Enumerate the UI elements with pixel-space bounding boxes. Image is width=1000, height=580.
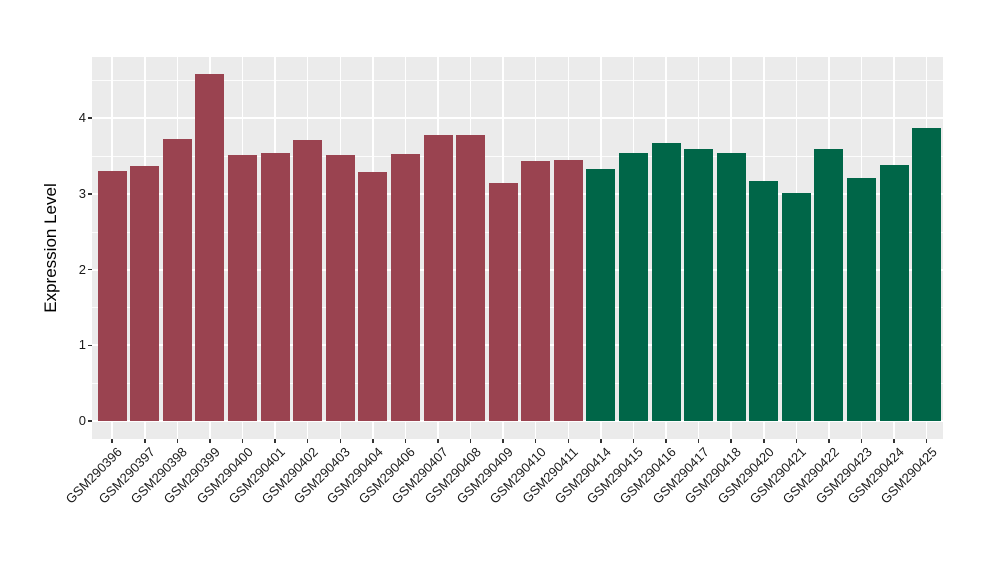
bar [260,153,290,421]
bar [521,161,551,421]
bar [195,74,225,421]
x-tick-mark [860,439,863,443]
x-tick-mark [828,439,830,443]
x-tick-mark [567,439,570,443]
bar [325,155,355,421]
x-tick-mark [339,439,341,443]
gridline-minor [92,80,943,82]
bar [781,193,811,421]
x-tick-mark [795,439,798,443]
bar [162,139,192,421]
x-tick-mark [404,439,407,443]
x-tick-mark [502,439,504,443]
bar [912,128,942,421]
x-tick-mark [306,439,309,443]
bar [651,143,681,421]
bar [228,155,258,421]
gridline-minor [92,156,943,158]
x-tick-mark [437,439,439,443]
x-tick-mark [469,439,472,443]
y-tick-mark [88,420,92,422]
bar [390,153,420,421]
x-tick-mark [600,439,602,443]
y-tick-mark [88,344,92,347]
gridline-major [92,117,943,120]
y-tick-mark [88,117,92,119]
y-tick-label: 4 [78,110,86,126]
x-tick-mark [209,439,211,443]
x-tick-mark [111,439,113,443]
bar [716,153,746,421]
bar [456,134,486,421]
x-tick-mark [534,439,537,443]
y-axis-title: Expression Level [41,183,60,313]
bar [847,178,877,421]
bar [423,134,453,421]
bar [130,165,160,421]
y-tick-label: 1 [78,337,86,353]
y-tick-mark [88,193,92,195]
bar [358,171,388,421]
x-tick-mark [763,439,765,443]
x-tick-mark [144,439,146,443]
x-tick-mark [697,439,700,443]
x-tick-mark [372,439,374,443]
y-tick-label: 3 [78,185,86,201]
x-tick-mark [730,439,732,443]
y-tick-label: 2 [78,261,86,277]
bar [586,168,616,421]
x-tick-mark [925,439,928,443]
bar [684,149,714,421]
plot-panel [92,57,943,439]
x-tick-mark [274,439,276,443]
bar [553,159,583,421]
bar [488,183,518,421]
x-tick-mark [665,439,667,443]
bar [618,153,648,421]
bar [293,140,323,421]
bar [879,165,909,421]
y-tick-label: 0 [78,413,86,428]
x-tick-mark [176,439,179,443]
x-tick-mark [241,439,244,443]
bar [749,181,779,421]
y-tick-mark [88,268,92,271]
bar [97,171,127,421]
bar [814,149,844,421]
x-tick-mark [893,439,895,443]
gridline-major [92,420,943,422]
x-tick-mark [632,439,635,443]
